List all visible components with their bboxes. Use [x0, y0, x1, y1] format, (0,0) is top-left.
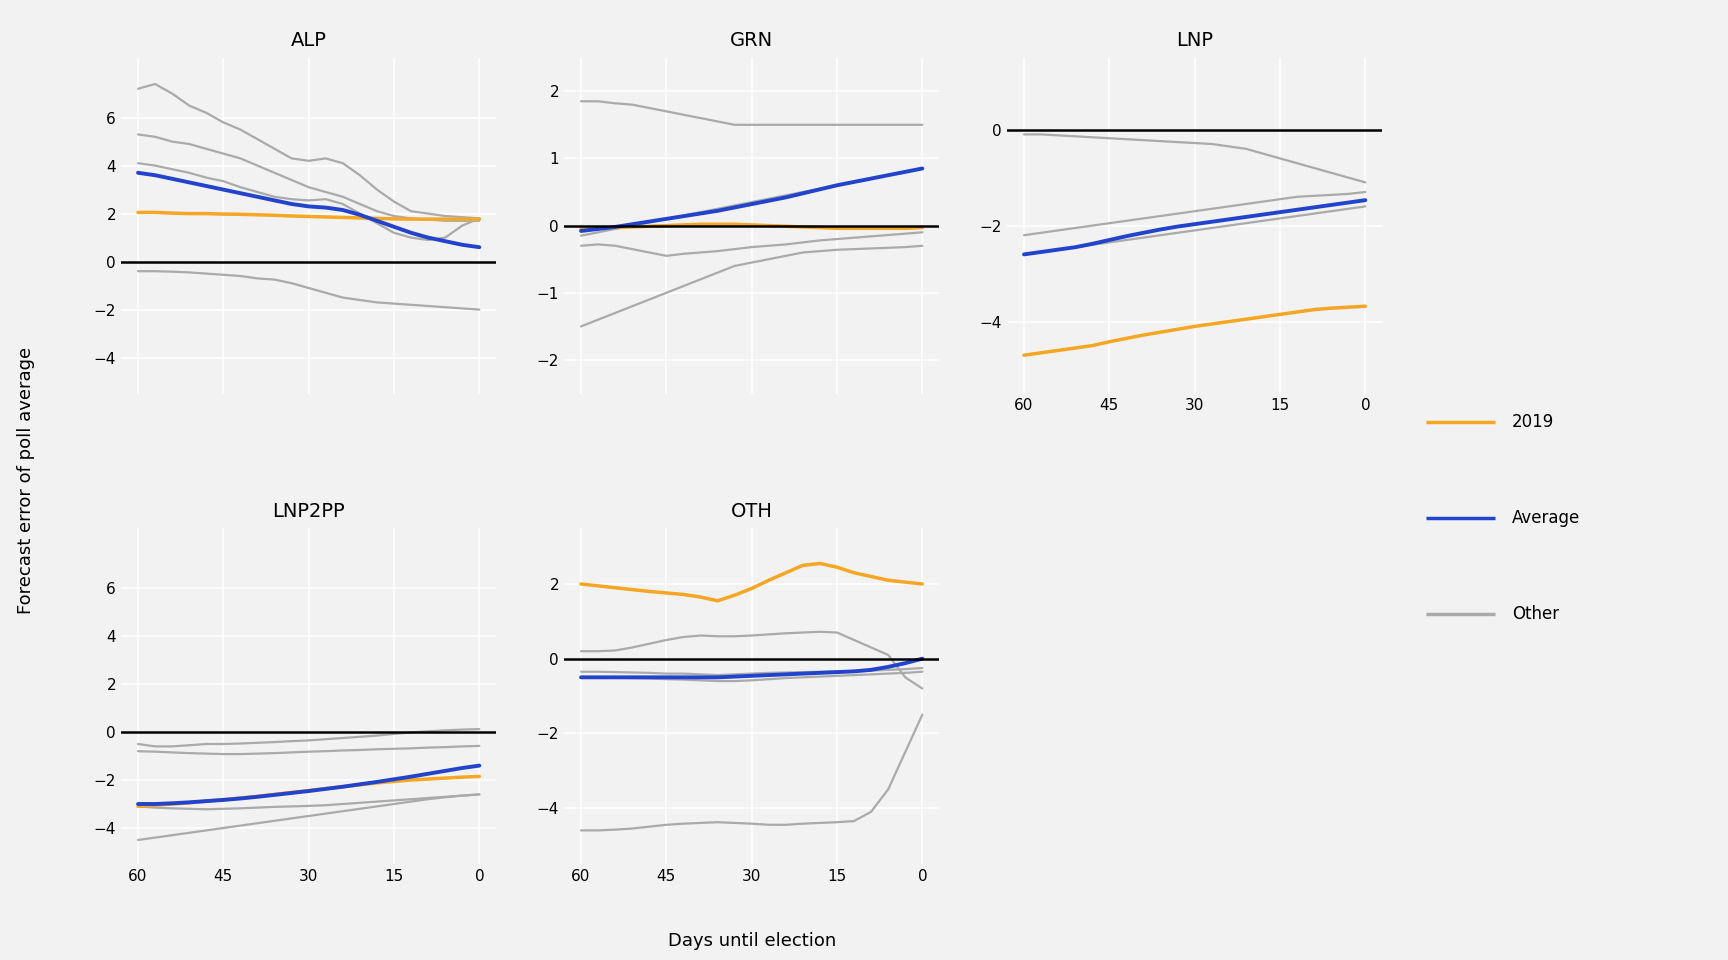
Title: GRN: GRN [731, 32, 772, 51]
Title: OTH: OTH [731, 502, 772, 521]
Title: LNP2PP: LNP2PP [273, 502, 346, 521]
Text: Other: Other [1512, 606, 1559, 623]
Title: ALP: ALP [290, 32, 327, 51]
Title: LNP: LNP [1177, 32, 1213, 51]
Text: Days until election: Days until election [667, 932, 836, 949]
Text: 2019: 2019 [1512, 414, 1553, 431]
Text: Forecast error of poll average: Forecast error of poll average [17, 347, 35, 613]
Text: Average: Average [1512, 510, 1579, 527]
